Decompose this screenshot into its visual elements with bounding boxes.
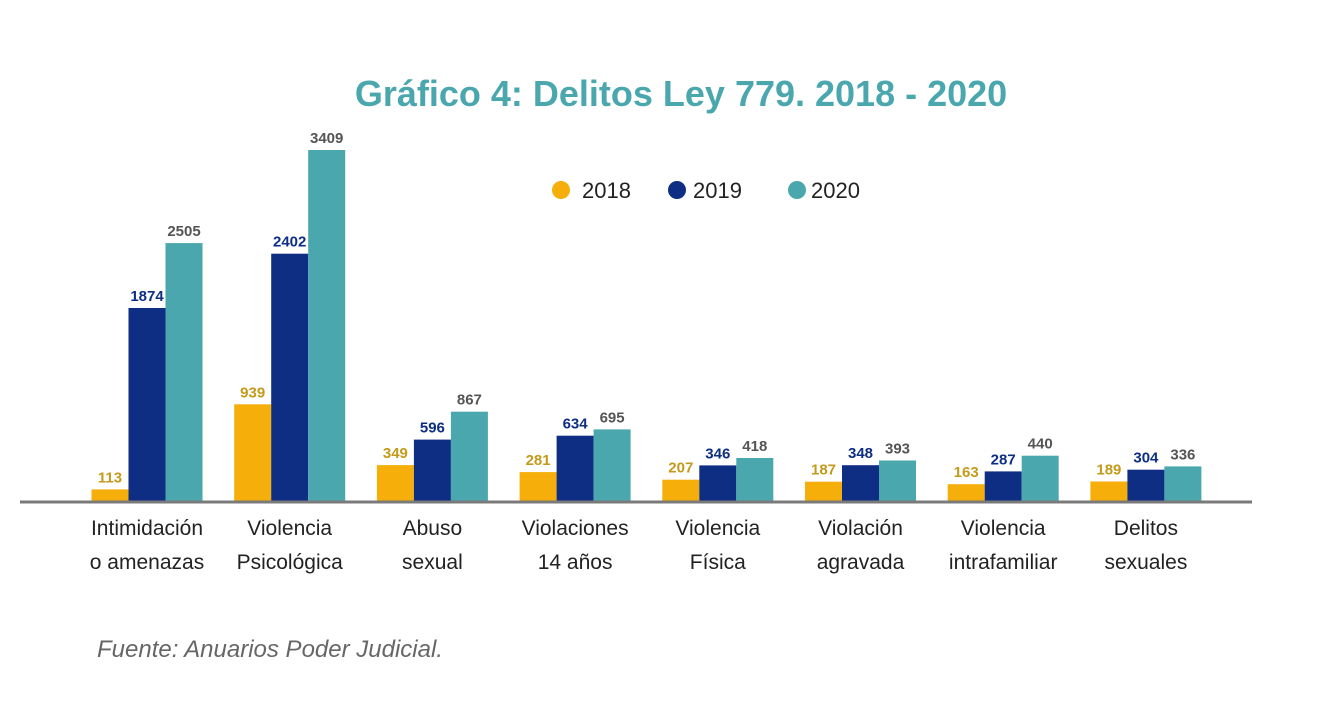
value-label-2020-2: 867 [457,392,482,409]
bar-2018-2 [376,465,414,501]
value-label-2019-4: 346 [705,445,730,462]
value-label-2019-2: 596 [420,420,445,437]
category-label-6-line-1: intrafamiliar [949,551,1058,574]
category-label-1-line-1: Psicológica [237,551,344,574]
bar-2019-7 [1127,469,1165,501]
bar-2018-5 [805,481,842,501]
category-label-4-line-1: Física [690,551,746,574]
bar-2020-6 [1021,455,1059,501]
value-label-2018-1: 939 [240,384,265,401]
value-label-2019-1: 2402 [273,234,306,251]
category-label-3-line-1: 14 años [538,551,613,574]
category-label-0-line-0: Intimidación [91,517,203,540]
value-label-2018-3: 281 [526,452,551,469]
legend-marker-2020 [788,181,806,199]
value-label-2018-6: 163 [954,464,979,481]
category-label-5-line-0: Violación [818,517,903,540]
bar-2019-1 [271,253,309,501]
value-label-2018-0: 113 [98,469,122,486]
category-label-3-line-0: Violaciones [522,517,629,540]
value-label-2020-5: 393 [885,441,910,458]
legend-marker-2018 [552,181,570,199]
value-label-2020-3: 695 [600,409,625,426]
category-label-0-line-1: o amenazas [90,551,204,574]
value-label-2019-7: 304 [1133,450,1159,467]
category-label-7-line-0: Delitos [1114,517,1178,540]
value-label-2019-6: 287 [991,451,1016,468]
category-label-7-line-1: sexuales [1104,551,1187,574]
bar-2019-6 [984,471,1022,501]
chart-title: Gráfico 4: Delitos Ley 779. 2018 - 2020 [355,73,1007,114]
bar-2018-4 [662,479,700,501]
value-label-2018-5: 187 [811,462,836,479]
bar-2018-6 [947,484,985,501]
bar-2018-0 [91,489,129,501]
bar-2018-1 [234,404,272,501]
bar-2019-4 [699,465,737,501]
legend-marker-2019 [668,181,686,199]
legend-label-2018: 2018 [582,178,631,203]
bar-2019-2 [413,439,451,501]
bar-2018-3 [519,472,557,501]
value-label-2018-7: 189 [1096,462,1121,479]
source-note: Fuente: Anuarios Poder Judicial. [97,636,443,663]
bar-2020-1 [308,150,346,501]
bars-group [91,150,1202,501]
legend-label-2019: 2019 [693,178,742,203]
legend-label-2020: 2020 [811,178,860,203]
value-label-2019-0: 1874 [130,288,164,305]
bar-2020-7 [1164,466,1202,501]
value-label-2020-4: 418 [742,438,767,455]
bar-2020-0 [165,243,203,501]
value-label-2018-2: 349 [383,445,408,462]
bar-2019-0 [128,308,166,501]
value-label-2020-6: 440 [1028,436,1053,453]
legend: 2018 2019 2020 [552,178,860,203]
value-labels-group: 113 1874 2505 939 2402 3409 349 596 867 281 634 695… [98,130,1196,486]
value-label-2020-1: 3409 [310,130,343,147]
bar-2020-2 [450,411,488,501]
value-label-2019-5: 348 [848,445,873,462]
category-labels-group: Intimidación o amenazas Violencia Psicológi… [90,517,1188,574]
bar-2020-5 [879,460,916,501]
category-label-6-line-0: Violencia [961,517,1046,540]
bar-2019-3 [556,435,594,501]
value-label-2019-3: 634 [563,416,589,433]
category-label-1-line-0: Violencia [247,517,332,540]
bar-2020-3 [593,429,631,501]
category-label-2-line-1: sexual [402,551,463,574]
value-label-2018-4: 207 [668,460,693,477]
category-label-4-line-0: Violencia [675,517,760,540]
bar-2020-4 [736,458,774,501]
category-label-2-line-0: Abuso [403,517,463,540]
category-label-5-line-1: agravada [817,551,905,574]
bar-2019-5 [842,465,879,501]
value-label-2020-7: 336 [1170,446,1195,463]
bar-2018-7 [1090,481,1128,501]
value-label-2020-0: 2505 [167,223,200,240]
